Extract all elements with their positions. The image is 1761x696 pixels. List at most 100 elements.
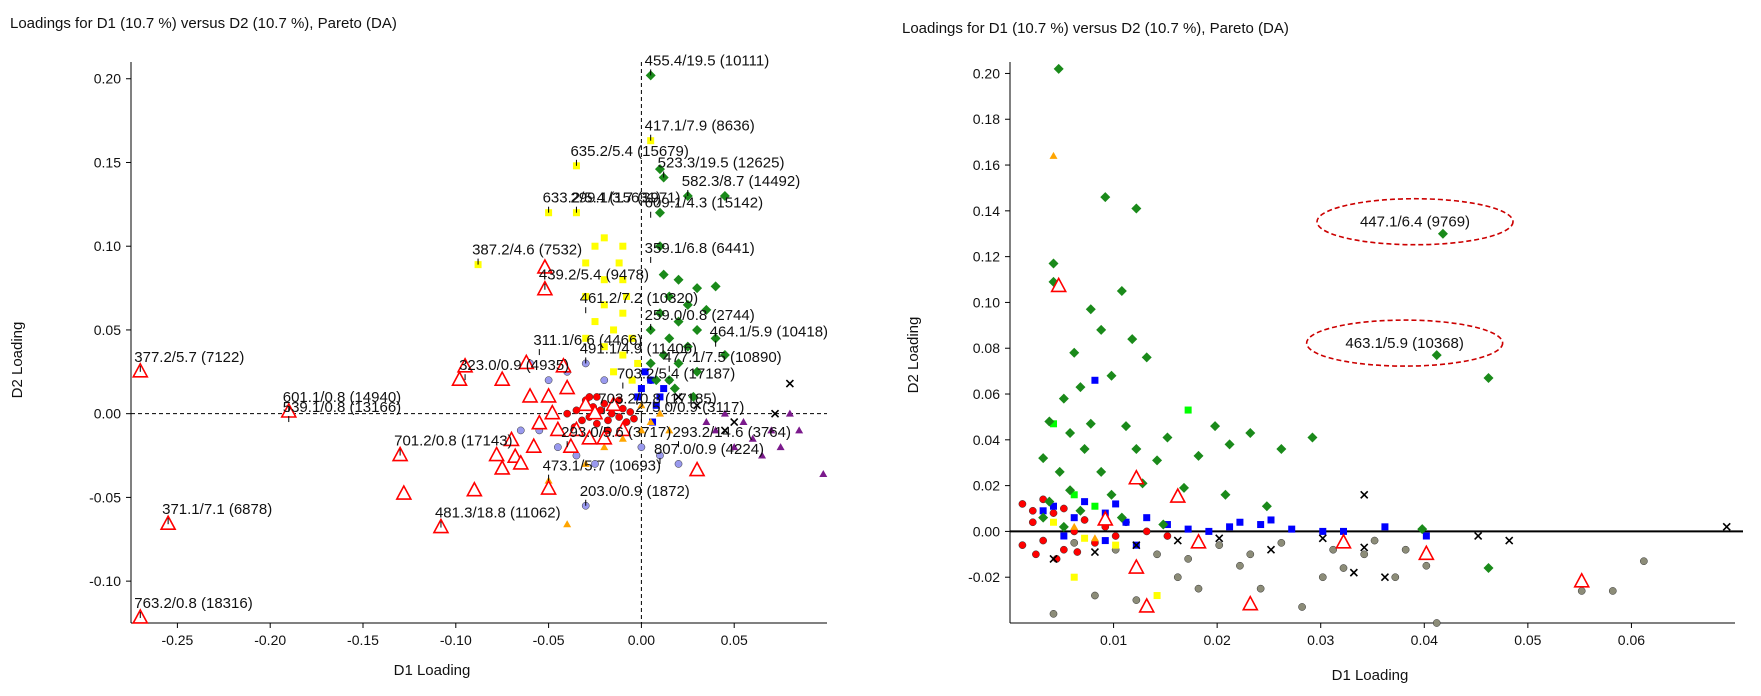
data-point-green-diamond <box>1044 496 1055 507</box>
point-annotation: 275.0/0.9 (3117) <box>635 399 744 416</box>
data-point-red-triangle <box>540 479 557 495</box>
data-point-gray-dot <box>1277 539 1286 547</box>
data-point-black-x <box>1505 536 1514 545</box>
data-point-red-dot <box>1060 504 1068 513</box>
data-point-green-diamond <box>658 350 669 361</box>
point-annotation: 703.2/0.8 (17185) <box>598 391 716 408</box>
data-point-gray-dot <box>1132 596 1141 604</box>
y-tick-label: 0.16 <box>973 157 1000 173</box>
data-point-orange-triangle-small <box>1090 534 1099 542</box>
data-point-green-diamond <box>1053 63 1064 74</box>
data-point-red-triangle <box>540 387 557 403</box>
data-point-red-triangle <box>581 429 598 445</box>
data-point-yellow-square <box>591 242 599 250</box>
data-point-blue-square <box>637 385 645 393</box>
point-annotation: 601.1/0.8 (14940) <box>283 389 401 406</box>
data-point-black-x <box>730 417 739 427</box>
data-point-orange-triangle-small <box>637 426 646 434</box>
point-annotation: 377.2/5.7 (7122) <box>134 349 244 366</box>
y-tick-label: 0.04 <box>973 432 1000 448</box>
data-point-green-diamond <box>1096 466 1107 477</box>
data-point-green-diamond <box>1131 203 1142 214</box>
data-point-purple-triangle-small <box>739 418 748 426</box>
y-tick-label: 0.08 <box>973 340 1000 356</box>
point-annotation: 311.1/6.6 (4466) <box>533 332 642 349</box>
data-point-green-diamond <box>1437 228 1448 239</box>
data-point-orange-triangle-small <box>637 401 646 409</box>
data-point-red-dot <box>1028 506 1037 515</box>
data-point-gray-dot <box>1391 573 1400 582</box>
data-point-red-triangle <box>543 403 561 420</box>
data-point-red-triangle <box>577 395 595 412</box>
data-point-lavender-dot <box>516 426 525 435</box>
data-point-red-triangle <box>549 420 567 437</box>
data-point-blue-square <box>1267 516 1275 524</box>
data-point-purple-triangle-small <box>702 418 711 426</box>
data-point-gray-dot <box>1049 609 1058 618</box>
data-point-lime-square <box>1070 491 1078 499</box>
x-tick-label: -0.10 <box>440 632 472 648</box>
data-point-black-x <box>1360 543 1369 552</box>
point-annotation: 703.2/5.4 (17187) <box>617 366 735 383</box>
data-point-blue-square <box>634 393 642 401</box>
data-point-purple-triangle-small <box>711 426 720 434</box>
data-point-black-x <box>785 379 794 388</box>
highlight-ellipse <box>1316 197 1514 246</box>
y-tick-label: 0.00 <box>973 523 1000 539</box>
data-point-red-triangle <box>568 420 585 437</box>
data-point-green-diamond <box>1483 372 1494 383</box>
x-tick-label: -0.05 <box>533 632 565 648</box>
data-point-green-diamond <box>1069 347 1080 358</box>
data-point-red-triangle <box>456 357 474 373</box>
data-point-red-triangle <box>1050 276 1068 293</box>
data-point-green-diamond <box>1106 489 1117 500</box>
data-point-green-diamond <box>719 190 730 201</box>
data-point-red-triangle <box>1169 487 1187 503</box>
data-point-gray-dot <box>1298 603 1306 611</box>
x-tick-label: 0.02 <box>1204 632 1231 648</box>
data-point-green-diamond <box>1193 450 1204 461</box>
data-point-yellow-square <box>628 376 636 384</box>
data-point-red-triangle <box>1418 544 1435 561</box>
data-point-lavender-dot <box>637 443 646 452</box>
y-tick-label: -0.05 <box>89 489 121 505</box>
highlighted-annotation: 463.1/5.9 (10368) <box>1345 335 1463 352</box>
data-point-red-triangle <box>536 258 554 274</box>
data-point-gray-dot <box>1608 587 1617 595</box>
data-point-green-diamond <box>654 241 665 252</box>
data-point-gray-dot <box>1432 619 1441 627</box>
data-point-black-x <box>720 426 729 435</box>
point-annotation: 481.3/18.8 (11062) <box>435 505 561 522</box>
point-annotation: 455.4/19.5 (10111) <box>645 52 770 69</box>
x-tick-label: -0.25 <box>161 632 193 648</box>
data-point-red-dot <box>600 399 609 408</box>
data-point-blue-square <box>1101 537 1109 545</box>
data-point-red-dot <box>1060 545 1068 554</box>
data-point-orange-triangle-small <box>655 409 664 417</box>
point-annotation: 539.1/0.8 (13166) <box>283 399 401 416</box>
point-annotation: 387.2/4.6 (7532) <box>472 242 582 259</box>
data-point-green-diamond <box>1075 505 1086 516</box>
x-tick-label: 0.03 <box>1307 632 1334 648</box>
data-point-gray-dot <box>1236 561 1244 570</box>
point-annotation: 491.1/4.9 (11406) <box>580 340 697 357</box>
right-chart: Loadings for D1 (10.7 %) versus D2 (10.7… <box>902 20 1743 684</box>
point-annotation: 477.1/7.5 (10890) <box>663 349 781 366</box>
data-point-gray-dot <box>1173 573 1182 582</box>
data-point-blue-square <box>1288 525 1296 533</box>
data-point-green-diamond <box>1116 285 1127 296</box>
y-tick-label: 0.20 <box>94 71 121 87</box>
data-point-green-diamond <box>692 324 703 335</box>
data-point-green-diamond <box>664 333 675 344</box>
data-point-yellow-square <box>610 368 618 376</box>
data-point-red-dot <box>1028 518 1037 527</box>
data-point-red-triangle <box>525 437 543 453</box>
y-tick-label: -0.10 <box>89 573 121 589</box>
data-point-black-x <box>770 409 780 418</box>
data-point-red-triangle <box>1096 510 1114 526</box>
data-point-red-dot <box>1039 536 1047 545</box>
point-annotation: 473.1/5.7 (10693) <box>543 458 661 475</box>
data-point-red-dot <box>578 416 586 425</box>
data-point-red-triangle <box>558 378 576 395</box>
